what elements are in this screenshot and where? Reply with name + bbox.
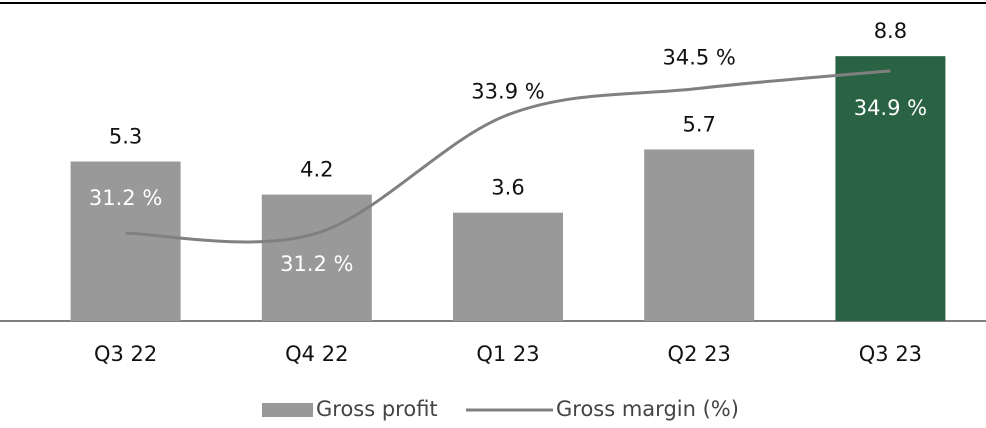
- legend-swatch: [262, 403, 313, 417]
- x-tick-label: Q3 23: [859, 342, 922, 366]
- bar: [644, 149, 755, 321]
- line-value-label: 33.9 %: [471, 80, 544, 104]
- bar-value-label: 3.6: [491, 176, 524, 200]
- bar: [453, 212, 563, 321]
- x-tick-label: Q1 23: [476, 342, 539, 366]
- x-tick-label: Q2 23: [668, 342, 731, 366]
- line-value-label: 34.5 %: [663, 45, 736, 69]
- legend-label: Gross profit: [316, 397, 438, 421]
- bar-value-label: 4.2: [300, 158, 333, 182]
- bar-value-label: 5.3: [109, 124, 142, 148]
- x-tick-label: Q3 22: [94, 342, 157, 366]
- bar: [70, 161, 181, 321]
- x-tick-label: Q4 22: [285, 342, 348, 366]
- line-value-label: 31.2 %: [280, 252, 353, 276]
- bar-value-label: 8.8: [874, 19, 907, 43]
- line-value-label: 31.2 %: [89, 186, 162, 210]
- bar: [835, 56, 946, 322]
- bar-value-label: 5.7: [682, 112, 715, 136]
- legend-label: Gross margin (%): [556, 397, 739, 421]
- line: [125, 69, 891, 244]
- line-value-label: 34.9 %: [854, 96, 927, 120]
